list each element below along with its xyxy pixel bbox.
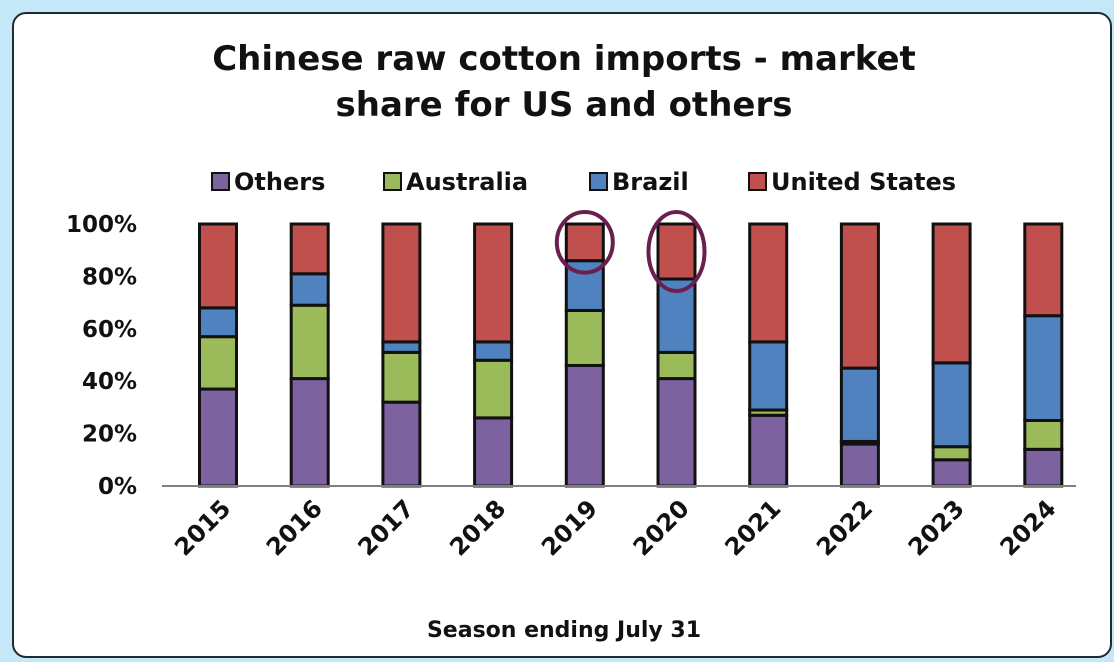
annotation-circle-2020 bbox=[646, 210, 707, 294]
bar-segment-australia bbox=[1023, 419, 1064, 451]
legend-label-united-states: United States bbox=[771, 168, 956, 196]
stacked-bar-chart: Others Australia Brazil United States 0% 20% 4… bbox=[66, 168, 1076, 561]
bar-segment-others bbox=[656, 377, 697, 488]
bar-segment-others bbox=[564, 363, 605, 488]
chart-title-line-2: share for US and others bbox=[335, 85, 793, 125]
x-tick-label: 2016 bbox=[261, 494, 328, 561]
bar-segment-brazil bbox=[289, 272, 330, 307]
x-tick-label: 2018 bbox=[444, 494, 511, 561]
bar-segment-united-states bbox=[931, 222, 972, 365]
y-tick-label: 0% bbox=[98, 474, 137, 500]
chart-title: Chinese raw cotton imports - market shar… bbox=[14, 36, 1110, 128]
bar-segment-brazil bbox=[839, 366, 880, 443]
bar-segment-australia bbox=[289, 303, 330, 381]
legend-label-australia: Australia bbox=[406, 168, 528, 196]
x-tick-label: 2023 bbox=[903, 494, 970, 561]
y-tick-label: 80% bbox=[82, 264, 137, 290]
legend-swatch-australia bbox=[383, 172, 402, 191]
x-tick-label: 2024 bbox=[995, 494, 1062, 561]
bar-segment-others bbox=[473, 416, 514, 488]
bar-segment-united-states bbox=[198, 222, 238, 310]
legend-swatch-brazil bbox=[589, 172, 608, 191]
y-tick-label: 100% bbox=[66, 212, 137, 238]
bar-segment-brazil bbox=[931, 361, 972, 449]
bar-segment-united-states bbox=[289, 222, 330, 276]
legend-swatch-others bbox=[211, 172, 230, 191]
bar-segment-brazil bbox=[473, 340, 514, 362]
bar-segment-others bbox=[289, 377, 330, 488]
bar-segment-brazil bbox=[1023, 314, 1064, 423]
bar-segment-united-states bbox=[473, 222, 514, 344]
bar-segment-australia bbox=[656, 350, 697, 381]
x-tick-label: 2020 bbox=[628, 494, 695, 561]
bar-segment-united-states bbox=[1023, 222, 1064, 318]
y-tick-label: 20% bbox=[82, 422, 137, 448]
x-tick-label: 2021 bbox=[719, 494, 786, 561]
chart-card: Chinese raw cotton imports - market shar… bbox=[12, 12, 1112, 658]
x-axis-label: Season ending July 31 bbox=[426, 618, 702, 643]
x-tick-label: 2017 bbox=[353, 494, 420, 561]
y-tick-label: 40% bbox=[82, 369, 137, 395]
bar-segment-united-states bbox=[748, 222, 789, 344]
y-tick-label: 60% bbox=[82, 317, 137, 343]
x-tick-label: 2022 bbox=[811, 494, 878, 561]
bar-segment-united-states bbox=[656, 222, 697, 281]
x-tick-label: 2015 bbox=[169, 494, 236, 561]
bar-segment-united-states bbox=[564, 222, 605, 263]
x-tick-label: 2019 bbox=[536, 494, 603, 561]
bar-segment-others bbox=[381, 400, 422, 488]
bar-segment-australia bbox=[198, 335, 238, 391]
bar-segment-brazil bbox=[381, 340, 422, 354]
bar-segment-australia bbox=[473, 358, 514, 420]
bar-segment-united-states bbox=[839, 222, 880, 370]
bar-segment-others bbox=[748, 413, 789, 488]
bar-segment-others bbox=[198, 387, 238, 488]
chart-title-line-1: Chinese raw cotton imports - market bbox=[212, 39, 916, 79]
annotation-circle-2019 bbox=[554, 210, 615, 275]
bar-segment-australia bbox=[381, 350, 422, 404]
bar-segment-australia bbox=[931, 445, 972, 462]
legend-label-others: Others bbox=[234, 168, 325, 196]
bar-segment-brazil bbox=[198, 306, 238, 339]
bar-segment-australia bbox=[564, 308, 605, 367]
bar-segment-united-states bbox=[381, 222, 422, 344]
legend-swatch-united-states bbox=[748, 172, 767, 191]
bar-segment-brazil bbox=[748, 340, 789, 412]
bar-segment-others bbox=[839, 442, 880, 488]
legend-label-brazil: Brazil bbox=[612, 168, 689, 196]
bar-segment-others bbox=[931, 458, 972, 488]
bar-segment-others bbox=[1023, 447, 1064, 488]
